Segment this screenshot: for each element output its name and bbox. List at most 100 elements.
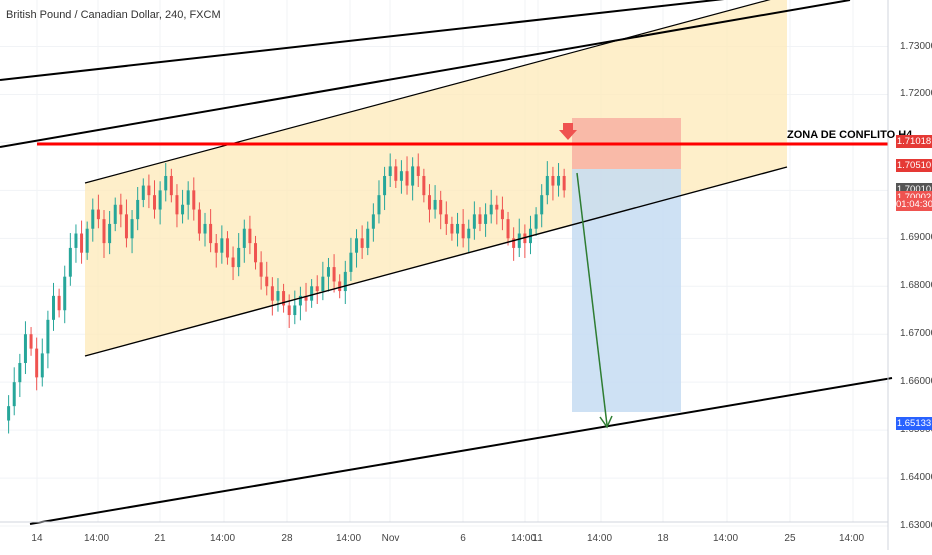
candle-body — [7, 406, 11, 421]
candle-body — [461, 223, 465, 239]
projection-arrow — [576, 172, 608, 426]
candle-body — [450, 223, 454, 234]
x-tick-label: 14 — [31, 533, 43, 544]
price-tag: 1.70510 — [896, 159, 932, 173]
x-tick-label: 21 — [154, 533, 166, 544]
candle-body — [394, 166, 398, 181]
candle-body — [355, 238, 359, 253]
candle-body — [192, 190, 196, 210]
candle-body — [310, 286, 314, 301]
y-tick-label: 1.64000 — [900, 472, 932, 484]
candle-body — [427, 195, 431, 210]
candle-body — [287, 305, 291, 316]
y-tick-label: 1.73000 — [900, 40, 932, 52]
candle-body — [181, 204, 185, 215]
candle-body — [484, 214, 488, 224]
candle-body — [141, 185, 145, 200]
x-tick-label: 14:00 — [210, 533, 236, 544]
candle-body — [147, 185, 151, 196]
candle-body — [108, 223, 112, 244]
y-tick-label: 1.69000 — [900, 232, 932, 244]
candle-body — [478, 214, 482, 224]
candle-body — [214, 243, 218, 253]
candle-body — [80, 233, 84, 253]
candle-body — [220, 238, 224, 253]
candle-body — [63, 276, 67, 311]
candle-body — [349, 252, 353, 272]
outer-lower-trendline — [29, 377, 893, 525]
y-tick-label: 1.72000 — [900, 88, 932, 100]
candle-body — [540, 195, 544, 215]
candle-body — [96, 209, 100, 220]
x-tick-label: 14:00 — [839, 533, 865, 544]
candle-body — [35, 348, 39, 378]
candle-body — [248, 228, 252, 244]
candle-body — [57, 295, 61, 311]
candle-body — [242, 228, 246, 248]
candle-body — [366, 228, 370, 248]
candle-body — [456, 223, 460, 234]
x-tick-label: 14:00 — [336, 533, 362, 544]
candle-body — [136, 199, 140, 220]
upper-trendline — [0, 0, 725, 81]
x-tick-label: 11 — [532, 533, 543, 544]
candle-body — [130, 219, 134, 239]
price-tag: 1.65133 — [896, 417, 932, 431]
candle-body — [371, 214, 375, 229]
candle-body — [383, 175, 387, 196]
candle-body — [422, 175, 426, 196]
x-tick-label: 25 — [784, 533, 796, 544]
candle-body — [321, 276, 325, 292]
candle-body — [388, 166, 392, 176]
candle-body — [203, 223, 207, 234]
candle-body — [259, 262, 263, 277]
candle-body — [282, 291, 286, 306]
chart-title: British Pound / Canadian Dollar, 240, FX… — [6, 9, 221, 21]
candle-body — [467, 228, 471, 239]
candle-body — [444, 214, 448, 224]
candle-body — [46, 319, 50, 354]
candle-body — [270, 286, 274, 301]
candle-body — [175, 195, 179, 215]
candle-body — [338, 281, 342, 292]
candle-body — [489, 204, 493, 215]
candle-body — [557, 175, 561, 186]
channel-zone — [85, 0, 787, 356]
candle-body — [377, 195, 381, 215]
candle-body — [91, 209, 95, 229]
candle-body — [439, 199, 443, 215]
candle-body — [343, 271, 347, 292]
candle-body — [265, 276, 269, 287]
candle-body — [405, 171, 409, 186]
candle-body — [399, 171, 403, 181]
y-tick-label: 1.68000 — [900, 280, 932, 292]
candle-body — [153, 195, 157, 210]
sell-arrow-icon — [559, 123, 577, 140]
channel-lower-line — [84, 166, 788, 357]
candle-body — [472, 214, 476, 229]
price-tag: 1.71018 — [896, 135, 932, 149]
candle-body — [523, 233, 527, 244]
candle-body — [40, 353, 44, 378]
candle-body — [551, 175, 555, 186]
candle-body — [315, 286, 319, 292]
candle-body — [506, 219, 510, 239]
y-tick-label: 1.66000 — [900, 376, 932, 388]
candle-body — [495, 204, 499, 210]
candle-body — [164, 175, 168, 191]
candle-body — [276, 291, 280, 301]
candle-body — [225, 238, 229, 258]
y-tick-label: 1.67000 — [900, 328, 932, 340]
projection-arrowhead — [599, 415, 613, 429]
candle-body — [209, 223, 213, 244]
candle-body — [293, 305, 297, 316]
price-tag: 01:04:30 — [896, 197, 932, 211]
candle-body — [18, 362, 22, 383]
candle-body — [332, 267, 336, 282]
candle-body — [124, 214, 128, 239]
candle-body — [74, 233, 78, 248]
x-tick-label: 6 — [460, 533, 466, 544]
candle-body — [113, 204, 117, 224]
